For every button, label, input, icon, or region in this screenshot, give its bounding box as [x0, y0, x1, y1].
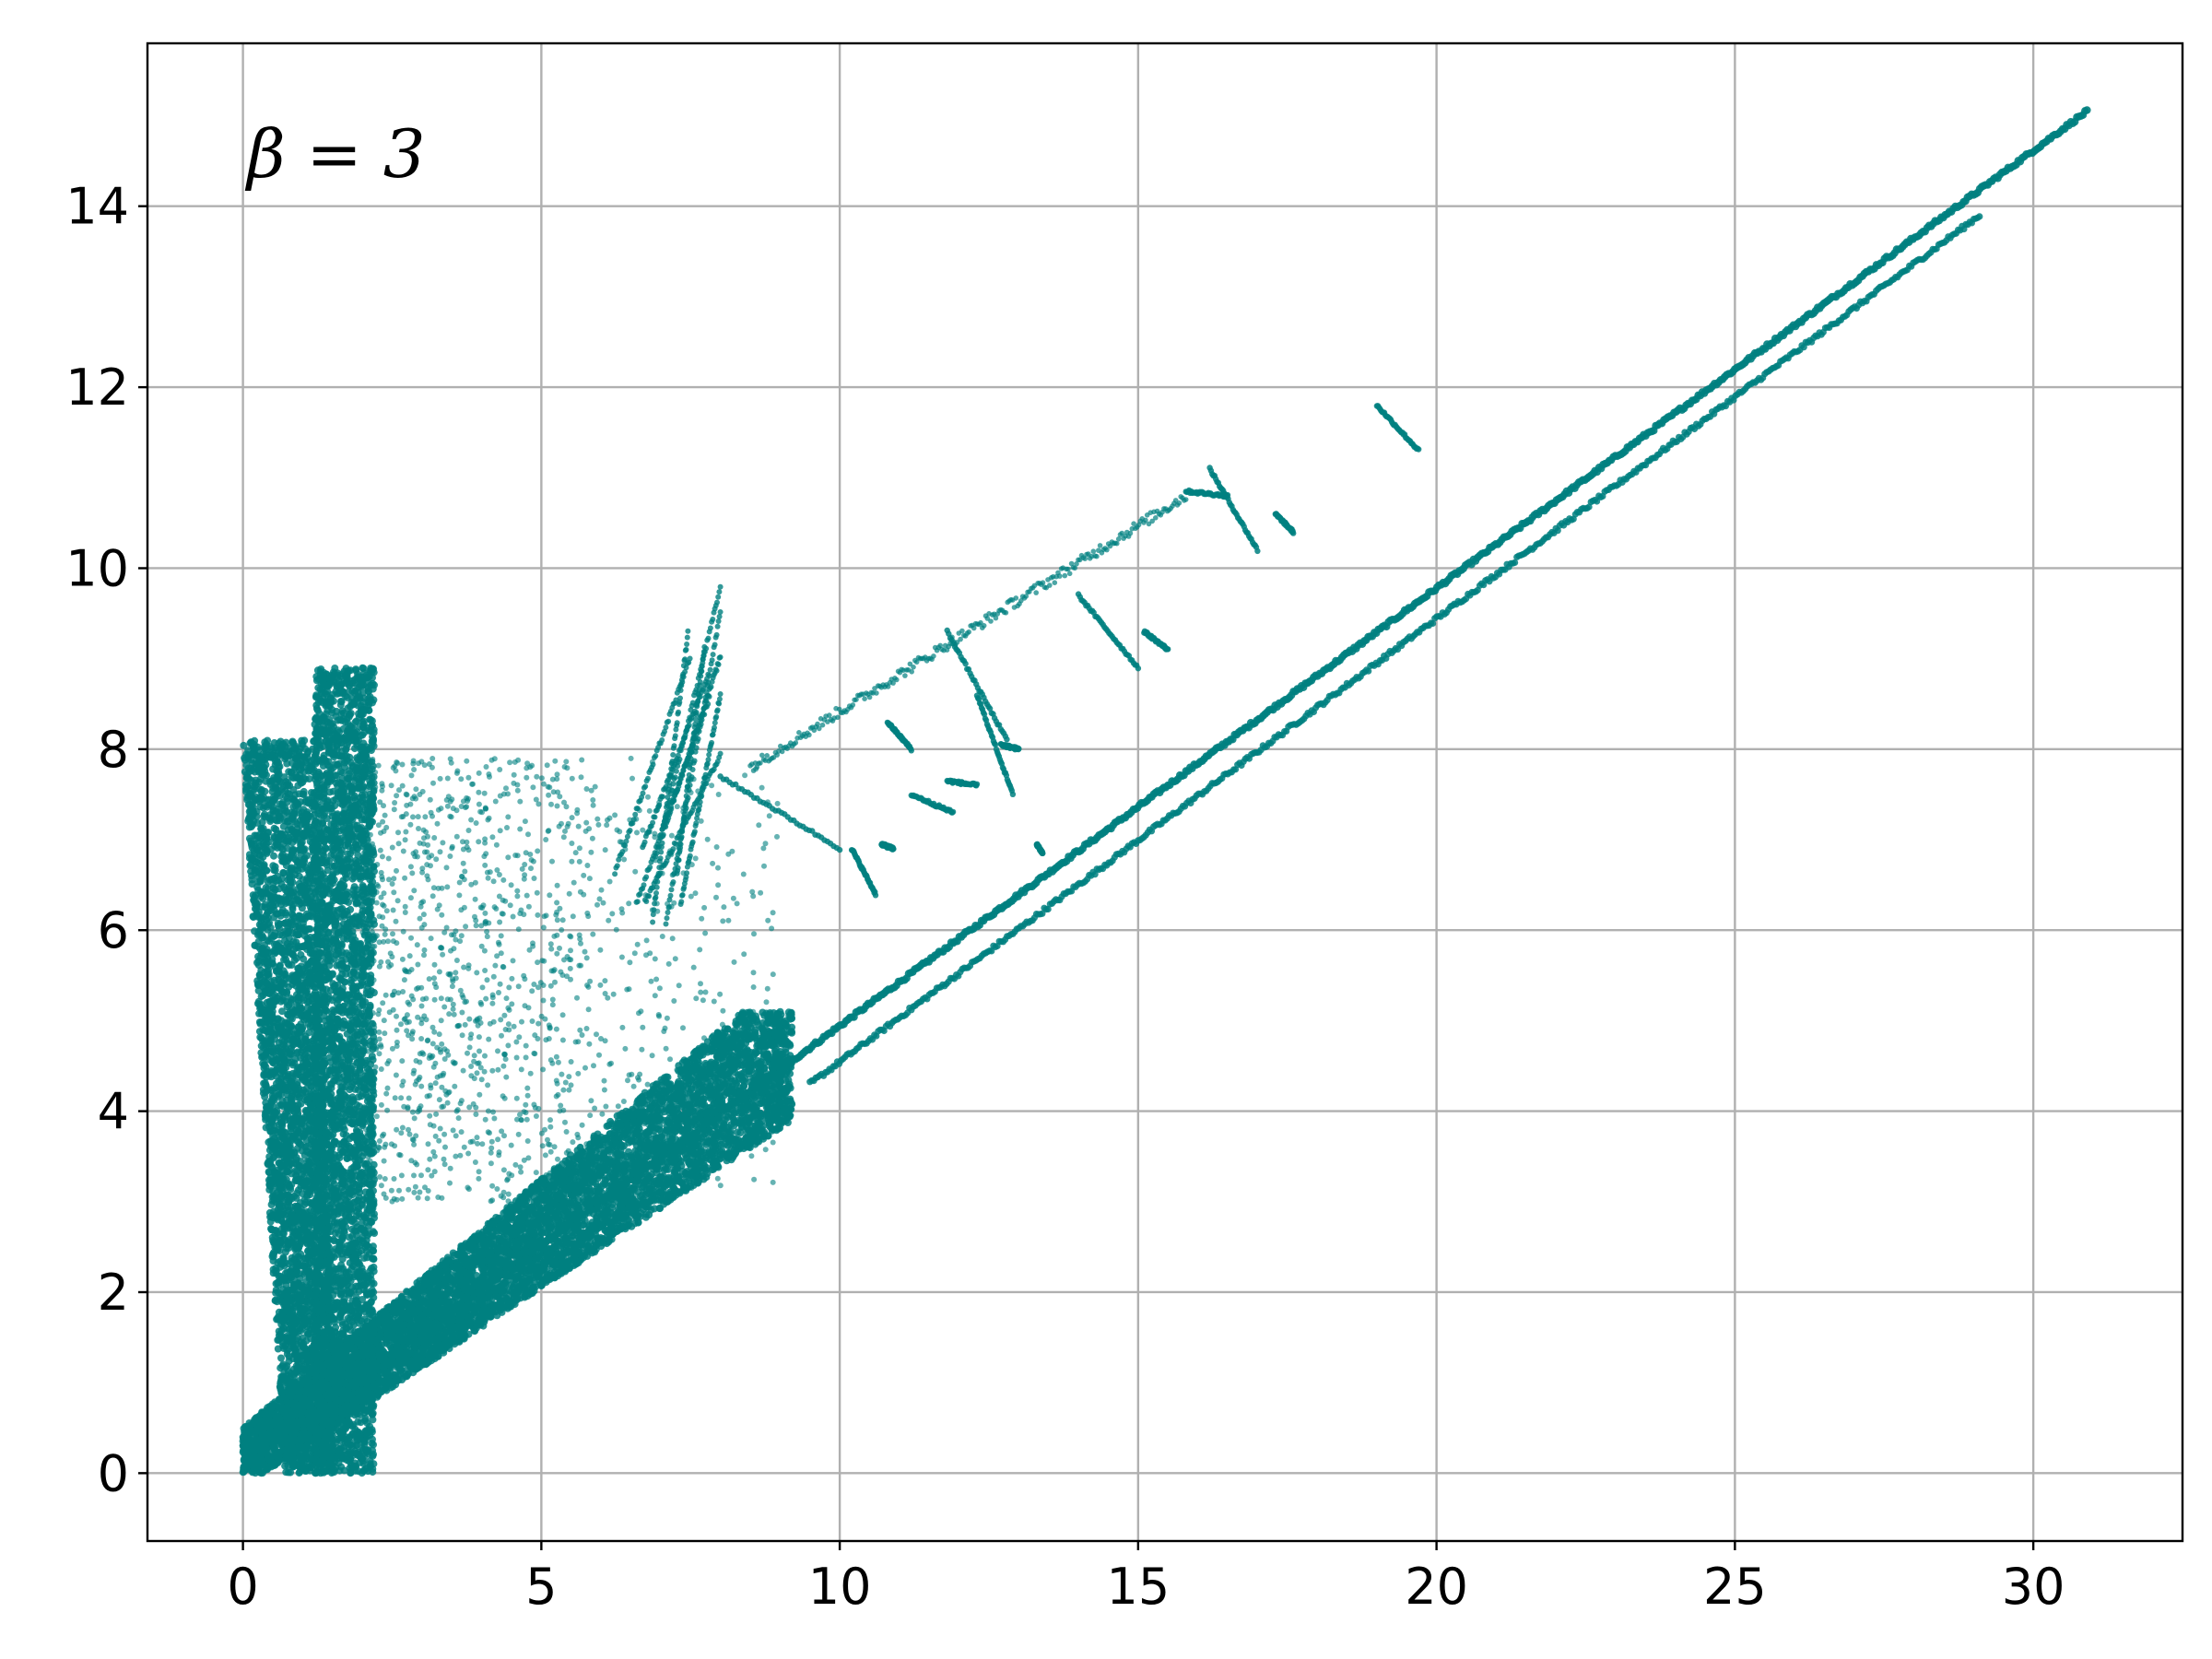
data-point — [988, 947, 995, 955]
data-point — [1044, 905, 1052, 913]
data-point — [645, 1211, 653, 1218]
data-point — [1039, 910, 1046, 917]
data-points — [239, 106, 2091, 1477]
data-point — [2083, 106, 2091, 114]
data-point — [727, 1098, 735, 1105]
data-point — [1091, 871, 1099, 878]
data-point — [1976, 213, 1983, 220]
